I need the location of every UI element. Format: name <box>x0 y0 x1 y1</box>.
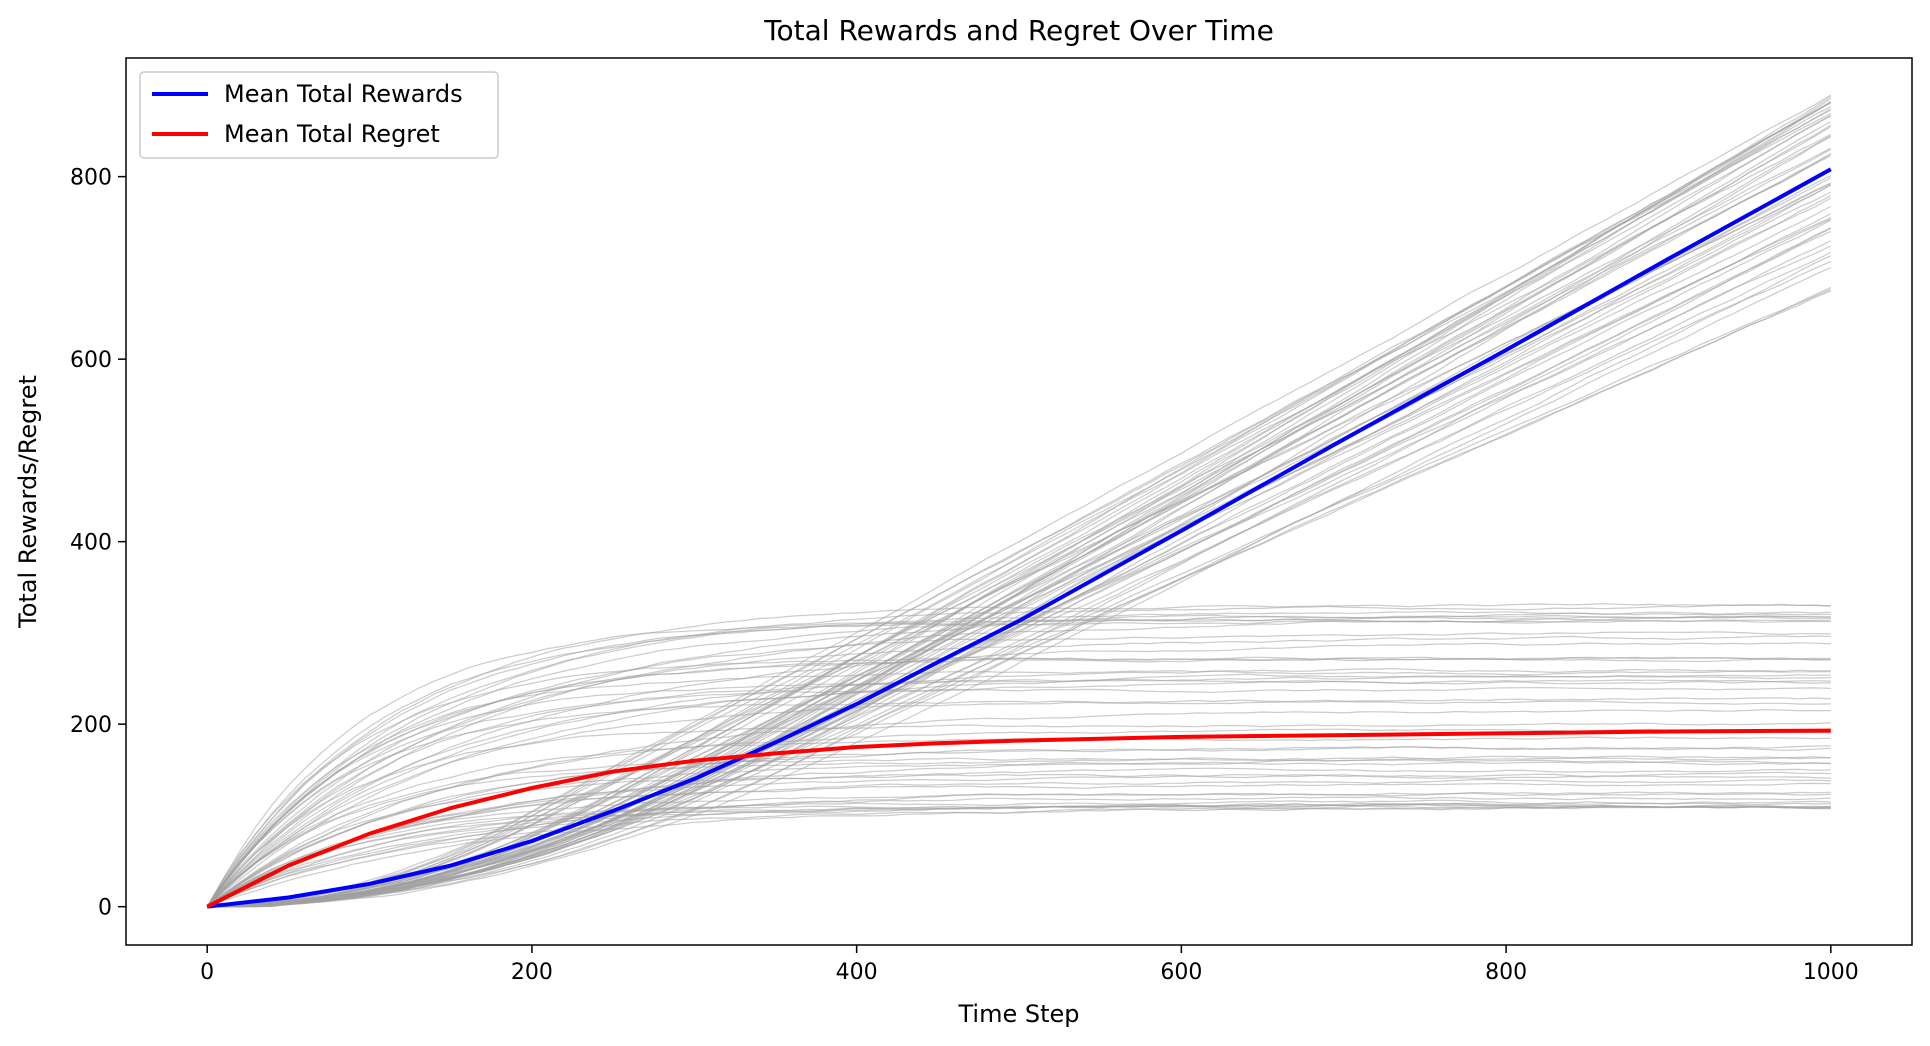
run-regret-line <box>206 805 1831 908</box>
run-reward-line <box>207 147 1832 908</box>
run-reward-line <box>207 126 1832 908</box>
run-regret-line <box>206 796 1831 908</box>
run-regret-line <box>206 745 1831 908</box>
run-regret-line <box>206 610 1831 908</box>
run-regret-line <box>206 678 1831 908</box>
run-reward-line <box>207 183 1832 908</box>
run-regret-line <box>206 656 1831 908</box>
run-reward-line <box>207 153 1832 908</box>
run-regret-line <box>206 758 1831 908</box>
run-reward-line <box>207 266 1832 908</box>
run-reward-line <box>207 255 1832 907</box>
series-layer <box>206 167 1832 909</box>
run-reward-line <box>207 94 1832 908</box>
axes-layer: 0 200 400 600 800 1000 0 200 400 600 800 <box>70 166 1859 985</box>
run-reward-line <box>207 227 1832 907</box>
legend: Mean Total Rewards Mean Total Regret <box>139 71 499 159</box>
x-tick-label: 800 <box>1485 960 1527 985</box>
run-reward-line <box>207 227 1832 908</box>
run-reward-line <box>207 106 1832 907</box>
run-regret-line <box>206 667 1831 907</box>
y-axis-label: Total Rewards/Regret <box>14 375 42 629</box>
run-regret-line <box>206 675 1831 908</box>
run-regret-line <box>206 778 1831 908</box>
run-reward-line <box>207 205 1832 908</box>
run-regret-line <box>206 728 1831 907</box>
x-tick-label: 0 <box>200 960 214 985</box>
x-tick-label: 400 <box>836 960 878 985</box>
chart-title: Total Rewards and Regret Over Time <box>763 14 1274 47</box>
y-tick-label: 600 <box>70 348 112 373</box>
y-tick-label: 400 <box>70 531 112 556</box>
run-reward-line <box>207 113 1832 908</box>
run-reward-line <box>207 260 1832 908</box>
run-regret-line <box>206 722 1831 908</box>
run-regret-line <box>206 756 1831 907</box>
run-regret-line <box>206 620 1831 907</box>
run-regret-line <box>206 670 1831 908</box>
run-regret-line <box>206 771 1831 908</box>
run-regret-line <box>206 792 1831 908</box>
run-regret-line <box>206 782 1831 907</box>
series-line-mean-total-rewards <box>206 167 1832 909</box>
run-regret-line <box>206 799 1831 907</box>
run-regret-line <box>206 699 1831 907</box>
run-regret-line <box>206 755 1831 907</box>
y-tick-label: 800 <box>70 166 112 191</box>
run-regret-line <box>206 680 1831 907</box>
run-regret-line <box>206 686 1831 908</box>
x-tick-label: 600 <box>1160 960 1202 985</box>
legend-label-mean-total-rewards: Mean Total Rewards <box>224 80 463 108</box>
run-reward-line <box>207 286 1832 908</box>
run-regret-line <box>206 635 1831 907</box>
y-tick-label: 200 <box>70 713 112 738</box>
run-regret-line <box>206 604 1831 908</box>
run-regret-line <box>206 697 1831 907</box>
run-reward-line <box>207 108 1832 908</box>
run-regret-line <box>206 802 1831 907</box>
plot-frame <box>125 57 1913 946</box>
run-regret-line <box>206 615 1831 908</box>
x-axis-label: Time Step <box>957 1000 1079 1028</box>
run-regret-line <box>206 656 1831 908</box>
series-line-mean-total-regret <box>206 728 1831 909</box>
y-tick-label: 0 <box>98 896 112 921</box>
run-regret-line <box>206 746 1831 907</box>
legend-label-mean-total-regret: Mean Total Regret <box>224 120 440 148</box>
run-reward-line <box>207 124 1832 908</box>
individual-runs-layer <box>206 94 1832 908</box>
x-tick-label: 1000 <box>1803 960 1859 985</box>
run-reward-line <box>207 135 1832 908</box>
run-regret-line <box>206 709 1831 908</box>
legend-box <box>139 71 499 159</box>
x-tick-label: 200 <box>511 960 553 985</box>
run-regret-line <box>206 767 1831 908</box>
run-regret-line <box>206 642 1831 908</box>
